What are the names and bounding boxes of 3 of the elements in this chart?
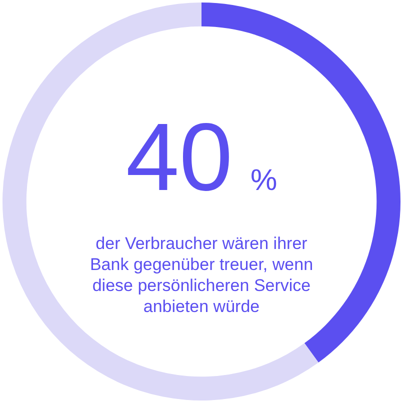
data-label: 40 % bbox=[126, 104, 278, 211]
donut-slice bbox=[2, 2, 318, 400]
text: der Verbraucher wären ihrer Bank gegenüber treuer, wenn diese persönlicheren Service anbieten würde bbox=[88, 233, 314, 317]
